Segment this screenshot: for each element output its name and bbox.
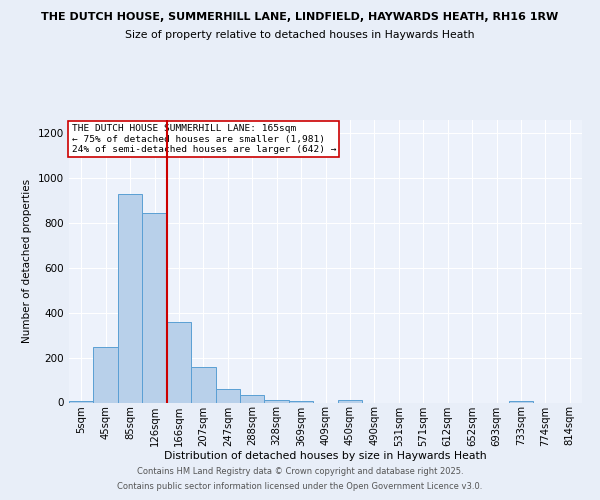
Bar: [69, 400, 94, 402]
Bar: [191, 368, 215, 402]
Text: THE DUTCH HOUSE SUMMERHILL LANE: 165sqm
← 75% of detached houses are smaller (1,: THE DUTCH HOUSE SUMMERHILL LANE: 165sqm …: [71, 124, 336, 154]
Bar: [338, 400, 362, 402]
Y-axis label: Number of detached properties: Number of detached properties: [22, 179, 32, 344]
X-axis label: Distribution of detached houses by size in Haywards Heath: Distribution of detached houses by size …: [164, 451, 487, 461]
Text: Contains HM Land Registry data © Crown copyright and database right 2025.: Contains HM Land Registry data © Crown c…: [137, 467, 463, 476]
Bar: [167, 322, 191, 402]
Bar: [118, 194, 142, 402]
Text: Contains public sector information licensed under the Open Government Licence v3: Contains public sector information licen…: [118, 482, 482, 491]
Bar: [94, 347, 118, 403]
Bar: [289, 400, 313, 402]
Bar: [265, 400, 289, 402]
Bar: [215, 388, 240, 402]
Bar: [142, 214, 167, 402]
Text: Size of property relative to detached houses in Haywards Heath: Size of property relative to detached ho…: [125, 30, 475, 40]
Bar: [240, 395, 265, 402]
Text: THE DUTCH HOUSE, SUMMERHILL LANE, LINDFIELD, HAYWARDS HEATH, RH16 1RW: THE DUTCH HOUSE, SUMMERHILL LANE, LINDFI…: [41, 12, 559, 22]
